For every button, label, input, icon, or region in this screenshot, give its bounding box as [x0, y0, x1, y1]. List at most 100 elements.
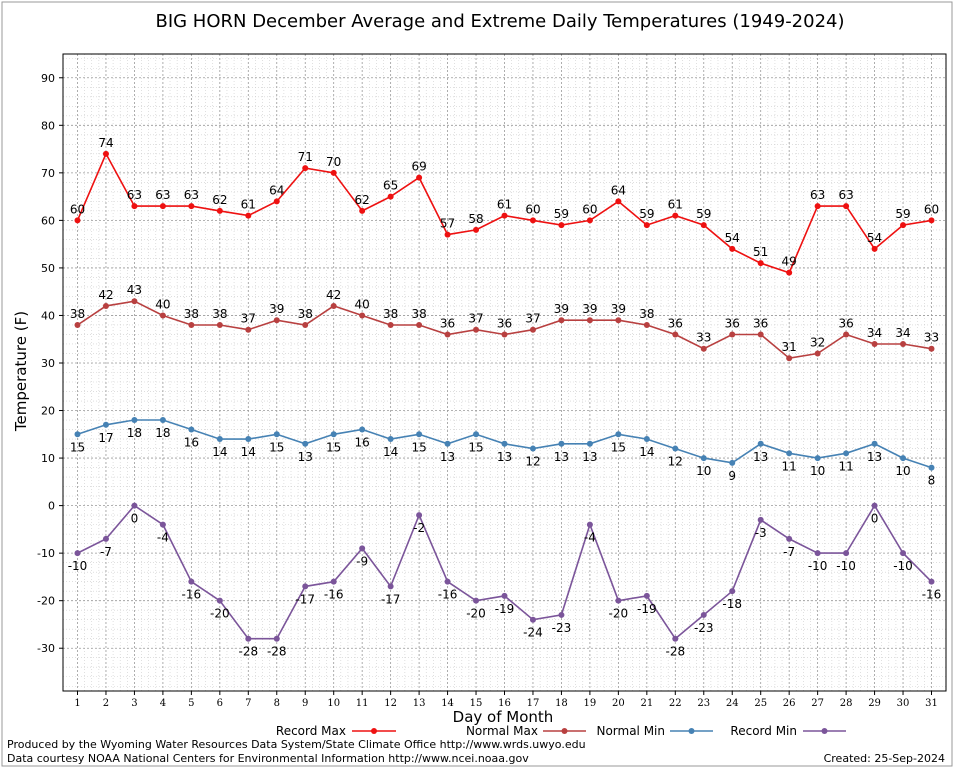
normal-min-point [131, 417, 138, 424]
record-min-point [900, 550, 907, 557]
normal-max-data-label: 39 [611, 302, 626, 316]
normal-max-data-label: 38 [639, 307, 654, 321]
normal-min-point [330, 431, 337, 438]
x-tick-label: 13 [413, 698, 426, 709]
y-tick-label: -20 [37, 595, 55, 608]
normal-min-data-label: 13 [867, 450, 882, 464]
normal-max-data-label: 42 [326, 288, 341, 302]
normal-min-data-label: 13 [753, 450, 768, 464]
record-max-point [273, 198, 280, 205]
normal-min-data-label: 12 [525, 455, 540, 469]
record-min-point [757, 516, 764, 523]
record-max-point [359, 207, 366, 214]
legend-marker-normal-min [688, 728, 695, 734]
normal-min-data-label: 9 [728, 469, 736, 483]
record-max-point [843, 203, 850, 210]
x-tick-label: 29 [868, 698, 881, 709]
legend-marker-record-max [371, 728, 377, 734]
record-min-point [814, 550, 821, 557]
x-tick-label: 2 [103, 698, 109, 709]
normal-max-point [672, 331, 679, 338]
record-max-data-label: 54 [725, 231, 740, 245]
footer-data-courtesy: Data courtesy NOAA National Centers for … [7, 752, 529, 765]
normal-min-point [473, 431, 480, 438]
normal-max-data-label: 38 [298, 307, 313, 321]
normal-max-point [359, 312, 366, 319]
normal-max-data-label: 38 [212, 307, 227, 321]
normal-max-point [928, 345, 935, 352]
normal-min-data-label: 15 [269, 440, 284, 454]
record-min-point [74, 550, 81, 557]
normal-min-data-label: 14 [383, 445, 398, 459]
record-max-data-label: 74 [98, 136, 113, 150]
y-tick-label: 20 [41, 405, 55, 418]
record-max-data-label: 61 [241, 198, 256, 212]
record-min-point [558, 611, 565, 618]
x-tick-label: 5 [188, 698, 194, 709]
record-max-point [416, 174, 423, 181]
record-max-data-label: 60 [924, 202, 939, 216]
record-max-point [74, 217, 81, 224]
normal-min-point [700, 455, 707, 462]
record-min-point [131, 502, 138, 509]
normal-min-point [558, 440, 565, 447]
normal-max-data-label: 40 [355, 297, 370, 311]
record-max-point [216, 207, 223, 214]
record-min-data-label: -19 [495, 602, 515, 616]
record-min-data-label: -20 [466, 607, 486, 621]
normal-min-point [216, 436, 223, 443]
record-max-data-label: 60 [582, 202, 597, 216]
record-min-data-label: -17 [295, 592, 315, 606]
record-min-data-label: -23 [694, 621, 714, 635]
record-max-data-label: 54 [867, 231, 882, 245]
record-max-data-label: 64 [611, 183, 626, 197]
normal-max-data-label: 32 [810, 335, 825, 349]
record-min-point [444, 578, 451, 585]
record-max-point [814, 203, 821, 210]
x-tick-label: 6 [217, 698, 223, 709]
y-tick-label: 40 [41, 309, 55, 322]
legend-marker-record-min [821, 728, 828, 734]
y-tick-label: 60 [41, 214, 55, 227]
record-max-data-label: 59 [639, 207, 654, 221]
record-max-point [188, 203, 195, 210]
record-max-point [586, 217, 593, 224]
normal-max-data-label: 36 [753, 316, 768, 330]
normal-max-point [302, 321, 309, 328]
normal-max-point [786, 355, 793, 362]
record-max-data-label: 59 [554, 207, 569, 221]
x-tick-label: 21 [640, 698, 653, 709]
record-max-data-label: 63 [838, 188, 853, 202]
x-tick-label: 27 [811, 698, 824, 709]
normal-min-point [273, 431, 280, 438]
record-min-point [786, 535, 793, 542]
chart-title: BIG HORN December Average and Extreme Da… [155, 11, 844, 32]
record-max-data-label: 65 [383, 179, 398, 193]
x-tick-label: 12 [384, 698, 397, 709]
normal-min-data-label: 8 [928, 474, 936, 488]
normal-max-data-label: 39 [554, 302, 569, 316]
record-min-data-label: -10 [808, 559, 828, 573]
normal-min-point [359, 426, 366, 433]
y-tick-label: 30 [41, 357, 55, 370]
normal-max-point [102, 302, 109, 309]
normal-max-point [871, 340, 878, 347]
x-tick-label: 15 [470, 698, 483, 709]
grid-layer [63, 54, 946, 691]
normal-min-point [900, 455, 907, 462]
normal-max-data-label: 37 [468, 312, 483, 326]
record-min-data-label: -28 [665, 645, 685, 659]
record-min-point [529, 616, 536, 623]
record-min-data-label: -16 [438, 588, 458, 602]
record-min-point [387, 583, 394, 590]
normal-max-point [814, 350, 821, 357]
record-min-data-label: -28 [238, 645, 258, 659]
normal-max-point [330, 302, 337, 309]
record-min-data-label: -10 [836, 559, 856, 573]
normal-max-point [416, 321, 423, 328]
normal-min-data-label: 10 [810, 464, 825, 478]
x-tick-label: 9 [302, 698, 308, 709]
normal-max-data-label: 38 [184, 307, 199, 321]
